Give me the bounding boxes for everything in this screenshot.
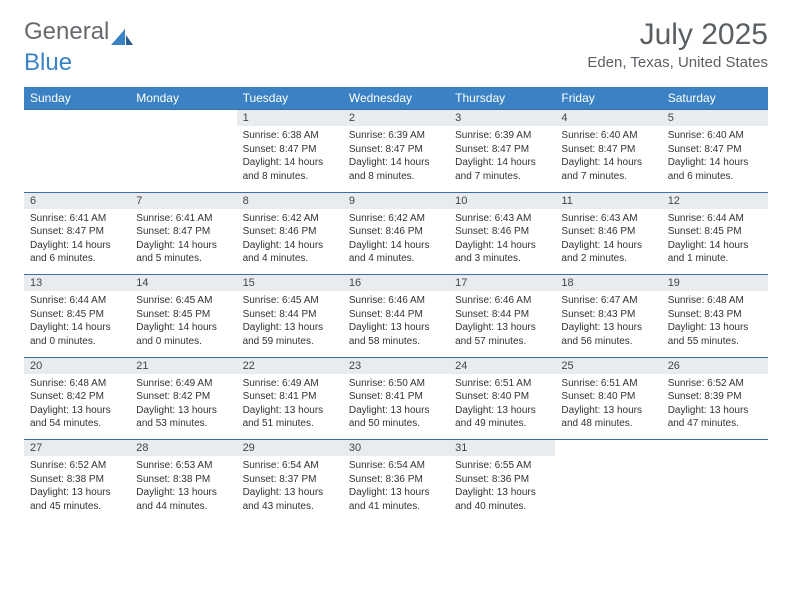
empty-cell [555, 456, 661, 522]
day-number: 1 [237, 110, 343, 127]
empty-cell [662, 440, 768, 457]
day-detail: Sunrise: 6:46 AMSunset: 8:44 PMDaylight:… [343, 291, 449, 357]
day-detail: Sunrise: 6:49 AMSunset: 8:41 PMDaylight:… [237, 374, 343, 440]
day-detail: Sunrise: 6:40 AMSunset: 8:47 PMDaylight:… [662, 126, 768, 192]
day-number: 12 [662, 192, 768, 209]
day-detail: Sunrise: 6:42 AMSunset: 8:46 PMDaylight:… [343, 209, 449, 275]
day-detail: Sunrise: 6:43 AMSunset: 8:46 PMDaylight:… [449, 209, 555, 275]
day-number: 19 [662, 275, 768, 292]
day-number: 24 [449, 357, 555, 374]
day-header: Wednesday [343, 87, 449, 110]
day-detail: Sunrise: 6:47 AMSunset: 8:43 PMDaylight:… [555, 291, 661, 357]
day-number: 5 [662, 110, 768, 127]
day-number: 13 [24, 275, 130, 292]
empty-cell [662, 456, 768, 522]
day-detail: Sunrise: 6:46 AMSunset: 8:44 PMDaylight:… [449, 291, 555, 357]
day-detail: Sunrise: 6:55 AMSunset: 8:36 PMDaylight:… [449, 456, 555, 522]
day-detail: Sunrise: 6:49 AMSunset: 8:42 PMDaylight:… [130, 374, 236, 440]
day-detail: Sunrise: 6:44 AMSunset: 8:45 PMDaylight:… [24, 291, 130, 357]
day-number: 29 [237, 440, 343, 457]
day-number: 8 [237, 192, 343, 209]
day-number: 18 [555, 275, 661, 292]
day-header: Saturday [662, 87, 768, 110]
day-header: Sunday [24, 87, 130, 110]
day-detail: Sunrise: 6:54 AMSunset: 8:36 PMDaylight:… [343, 456, 449, 522]
day-detail: Sunrise: 6:40 AMSunset: 8:47 PMDaylight:… [555, 126, 661, 192]
location: Eden, Texas, United States [587, 54, 768, 71]
day-detail: Sunrise: 6:52 AMSunset: 8:38 PMDaylight:… [24, 456, 130, 522]
day-detail: Sunrise: 6:43 AMSunset: 8:46 PMDaylight:… [555, 209, 661, 275]
daynum-row: 2728293031 [24, 440, 768, 457]
day-number: 15 [237, 275, 343, 292]
day-detail: Sunrise: 6:38 AMSunset: 8:47 PMDaylight:… [237, 126, 343, 192]
day-number: 6 [24, 192, 130, 209]
day-number: 14 [130, 275, 236, 292]
day-number: 25 [555, 357, 661, 374]
day-detail: Sunrise: 6:44 AMSunset: 8:45 PMDaylight:… [662, 209, 768, 275]
detail-row: Sunrise: 6:44 AMSunset: 8:45 PMDaylight:… [24, 291, 768, 357]
empty-cell [555, 440, 661, 457]
day-header: Tuesday [237, 87, 343, 110]
day-detail: Sunrise: 6:54 AMSunset: 8:37 PMDaylight:… [237, 456, 343, 522]
day-number: 17 [449, 275, 555, 292]
daynum-row: 20212223242526 [24, 357, 768, 374]
day-detail: Sunrise: 6:42 AMSunset: 8:46 PMDaylight:… [237, 209, 343, 275]
day-detail: Sunrise: 6:52 AMSunset: 8:39 PMDaylight:… [662, 374, 768, 440]
day-detail: Sunrise: 6:48 AMSunset: 8:42 PMDaylight:… [24, 374, 130, 440]
day-header: Friday [555, 87, 661, 110]
day-header: Monday [130, 87, 236, 110]
empty-cell [24, 126, 130, 192]
empty-cell [130, 110, 236, 127]
day-number: 3 [449, 110, 555, 127]
day-detail: Sunrise: 6:50 AMSunset: 8:41 PMDaylight:… [343, 374, 449, 440]
day-detail: Sunrise: 6:41 AMSunset: 8:47 PMDaylight:… [130, 209, 236, 275]
day-number: 2 [343, 110, 449, 127]
day-number: 28 [130, 440, 236, 457]
day-detail: Sunrise: 6:53 AMSunset: 8:38 PMDaylight:… [130, 456, 236, 522]
day-detail: Sunrise: 6:51 AMSunset: 8:40 PMDaylight:… [555, 374, 661, 440]
day-detail: Sunrise: 6:41 AMSunset: 8:47 PMDaylight:… [24, 209, 130, 275]
daynum-row: 6789101112 [24, 192, 768, 209]
month-title: July 2025 [587, 18, 768, 52]
day-detail: Sunrise: 6:51 AMSunset: 8:40 PMDaylight:… [449, 374, 555, 440]
day-number: 4 [555, 110, 661, 127]
day-number: 7 [130, 192, 236, 209]
day-number: 20 [24, 357, 130, 374]
day-detail: Sunrise: 6:45 AMSunset: 8:44 PMDaylight:… [237, 291, 343, 357]
day-number: 21 [130, 357, 236, 374]
day-detail: Sunrise: 6:45 AMSunset: 8:45 PMDaylight:… [130, 291, 236, 357]
day-number: 26 [662, 357, 768, 374]
day-number: 31 [449, 440, 555, 457]
day-number: 9 [343, 192, 449, 209]
sail-icon [111, 24, 133, 40]
day-detail: Sunrise: 6:39 AMSunset: 8:47 PMDaylight:… [343, 126, 449, 192]
day-header-row: SundayMondayTuesdayWednesdayThursdayFrid… [24, 87, 768, 110]
daynum-row: 12345 [24, 110, 768, 127]
day-number: 22 [237, 357, 343, 374]
day-number: 23 [343, 357, 449, 374]
detail-row: Sunrise: 6:38 AMSunset: 8:47 PMDaylight:… [24, 126, 768, 192]
detail-row: Sunrise: 6:41 AMSunset: 8:47 PMDaylight:… [24, 209, 768, 275]
empty-cell [130, 126, 236, 192]
detail-row: Sunrise: 6:52 AMSunset: 8:38 PMDaylight:… [24, 456, 768, 522]
daynum-row: 13141516171819 [24, 275, 768, 292]
logo: General [24, 18, 135, 46]
empty-cell [24, 110, 130, 127]
day-number: 10 [449, 192, 555, 209]
detail-row: Sunrise: 6:48 AMSunset: 8:42 PMDaylight:… [24, 374, 768, 440]
calendar-table: SundayMondayTuesdayWednesdayThursdayFrid… [24, 87, 768, 522]
day-number: 16 [343, 275, 449, 292]
logo-text-a: General [24, 18, 109, 46]
day-header: Thursday [449, 87, 555, 110]
title-block: July 2025 Eden, Texas, United States [587, 18, 768, 71]
day-number: 11 [555, 192, 661, 209]
day-detail: Sunrise: 6:48 AMSunset: 8:43 PMDaylight:… [662, 291, 768, 357]
day-number: 30 [343, 440, 449, 457]
day-detail: Sunrise: 6:39 AMSunset: 8:47 PMDaylight:… [449, 126, 555, 192]
day-number: 27 [24, 440, 130, 457]
